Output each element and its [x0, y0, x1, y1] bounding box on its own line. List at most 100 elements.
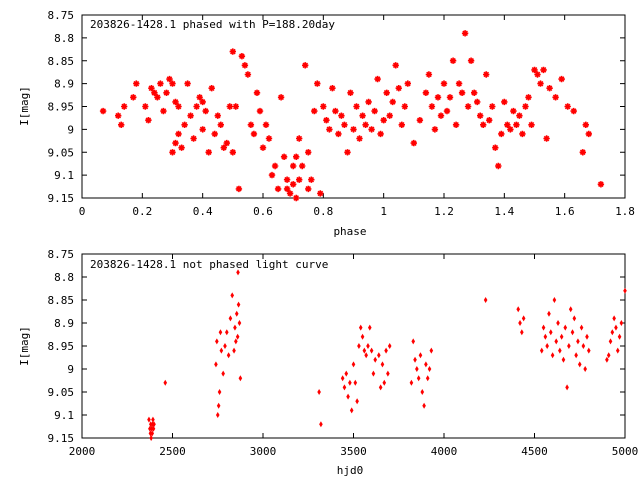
data-point — [99, 107, 107, 115]
data-point — [215, 338, 219, 345]
data-point — [169, 149, 176, 156]
data-point — [428, 103, 436, 110]
x-tick-label: 5000 — [612, 445, 639, 458]
data-point — [233, 324, 237, 331]
data-point — [422, 402, 426, 409]
x-tick-label: 3000 — [250, 445, 277, 458]
x-tick-label: 4000 — [431, 445, 458, 458]
y-tick-label: 9.05 — [48, 146, 75, 159]
data-point — [443, 107, 451, 115]
data-point — [446, 94, 454, 101]
data-point — [335, 130, 342, 138]
data-point — [398, 121, 405, 128]
data-point — [380, 361, 385, 368]
data-point — [296, 176, 303, 183]
plot-frame — [81, 253, 626, 439]
data-point — [217, 121, 224, 128]
data-point — [247, 121, 255, 128]
data-point — [293, 153, 300, 160]
data-point — [358, 324, 363, 331]
data-point — [353, 103, 360, 110]
data-point — [455, 80, 463, 87]
data-point — [521, 315, 526, 322]
data-point — [383, 89, 390, 96]
data-point — [582, 121, 589, 128]
data-point — [217, 389, 222, 395]
data-point — [290, 181, 297, 188]
data-point — [175, 130, 182, 138]
data-point — [332, 107, 339, 115]
data-point — [564, 103, 571, 110]
data-point — [605, 356, 609, 363]
data-point — [238, 53, 246, 60]
data-point — [218, 329, 223, 336]
data-point — [147, 416, 151, 423]
data-point — [420, 389, 425, 395]
data-point — [606, 352, 611, 359]
y-tick-label: 8.75 — [48, 248, 75, 261]
data-point — [151, 416, 155, 423]
y-tick-label: 8.95 — [48, 101, 75, 114]
data-point — [215, 412, 220, 418]
data-point — [548, 329, 553, 336]
data-point — [401, 103, 408, 110]
data-point — [225, 329, 229, 336]
data-point — [342, 384, 347, 391]
data-point — [547, 310, 551, 317]
y-tick-label: 9.15 — [48, 432, 75, 445]
data-point — [579, 149, 586, 156]
data-point — [577, 361, 582, 368]
data-point — [150, 430, 155, 437]
data-point — [235, 185, 243, 193]
data-point — [617, 333, 622, 340]
data-point — [193, 103, 200, 110]
data-point — [579, 324, 584, 331]
data-point — [386, 370, 390, 377]
data-point — [362, 121, 369, 128]
data-point — [585, 333, 589, 340]
x-tick-label: 2000 — [69, 445, 96, 458]
y-axis: 8.75 8.8 8.85 8.9 8.95 9 9.05 9.1 9.15 — [48, 248, 625, 445]
data-point — [597, 181, 605, 188]
y-tick-label: 9 — [67, 363, 74, 376]
data-point — [373, 356, 378, 363]
data-point — [614, 324, 618, 331]
data-point — [241, 62, 249, 69]
data-point — [449, 57, 457, 64]
data-point — [299, 162, 306, 170]
data-point — [178, 144, 185, 151]
data-point — [384, 347, 388, 354]
x-axis-label: phase — [333, 225, 366, 238]
x-tick-label: 0.6 — [253, 205, 273, 218]
data-point — [422, 89, 430, 96]
data-point — [169, 80, 176, 87]
data-point — [250, 130, 258, 138]
y-tick-label: 9.1 — [54, 169, 74, 182]
data-point — [320, 103, 327, 110]
data-point — [311, 107, 318, 115]
data-point — [546, 85, 553, 92]
data-point — [216, 402, 221, 409]
data-point — [525, 94, 532, 101]
data-point — [229, 48, 236, 55]
data-points — [99, 30, 605, 202]
data-point — [271, 162, 279, 170]
data-point — [175, 103, 182, 110]
data-point — [219, 347, 224, 354]
data-point — [151, 89, 158, 96]
data-point — [344, 370, 349, 377]
data-point — [349, 407, 354, 414]
data-point — [368, 126, 375, 133]
data-point — [234, 310, 239, 317]
data-point — [382, 379, 387, 386]
data-point — [329, 85, 336, 92]
chart-title: 203826-1428.1 phased with P=188.20day — [90, 18, 335, 31]
data-point — [522, 103, 529, 110]
data-point — [416, 117, 424, 124]
data-point — [202, 107, 209, 115]
data-point — [293, 194, 300, 202]
data-point — [142, 103, 149, 110]
data-point — [371, 370, 376, 377]
x-tick-label: 0.4 — [193, 205, 213, 218]
data-point — [619, 320, 624, 326]
